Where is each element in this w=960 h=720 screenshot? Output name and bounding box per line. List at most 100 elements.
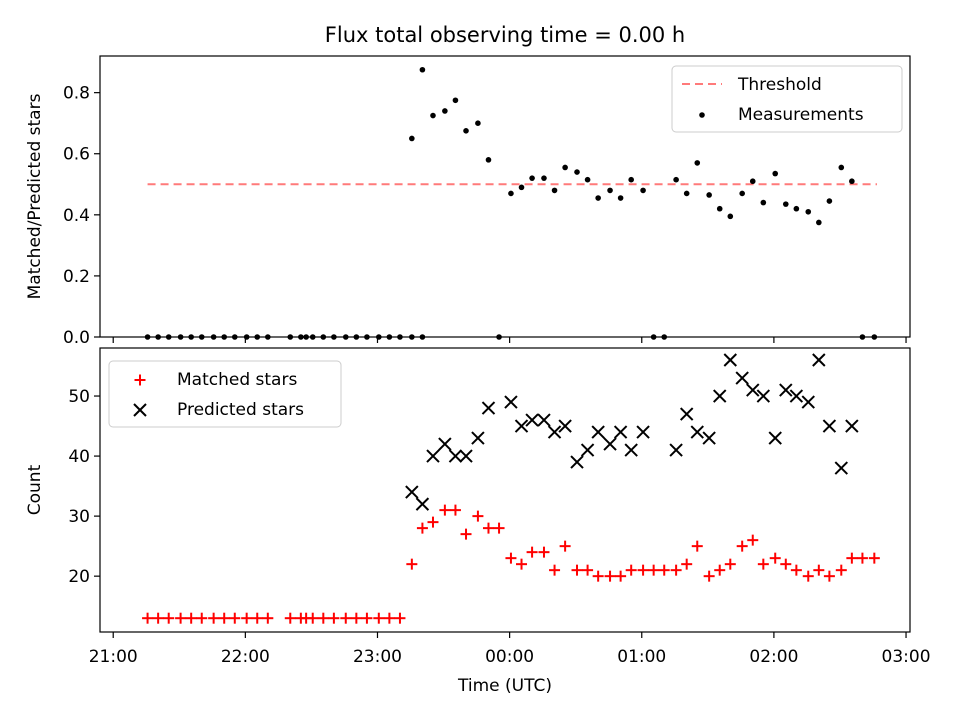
- predicted-point: [415, 497, 430, 511]
- x-stroke-b: [845, 419, 859, 433]
- matched-point: [208, 612, 220, 624]
- y-tick-label: 0.8: [63, 84, 90, 104]
- measurement-point: [485, 157, 492, 163]
- predicted-point: [591, 425, 605, 439]
- x-tick-label: 22:00: [221, 647, 270, 667]
- matched-point: [373, 612, 385, 624]
- x-stroke-b: [471, 431, 485, 445]
- legend-predicted-swatch: [133, 403, 147, 417]
- x-stroke-b: [580, 443, 595, 457]
- measurement-point: [409, 135, 415, 142]
- measurement-point: [772, 170, 779, 177]
- x-stroke-b: [801, 395, 815, 409]
- measurement-point: [331, 334, 337, 340]
- measurement-point: [243, 334, 250, 340]
- predicted-point: [481, 401, 496, 415]
- x-stroke-b: [768, 431, 782, 445]
- x-stroke-b: [133, 403, 147, 417]
- x-stroke-b: [812, 353, 826, 367]
- legend-measurements-swatch: [699, 112, 705, 118]
- matched-point: [350, 612, 362, 624]
- matched-point: [582, 564, 594, 576]
- x-stroke-b: [570, 455, 584, 469]
- measurement-point: [165, 334, 172, 340]
- x-stroke-b: [624, 443, 638, 457]
- matched-point: [802, 570, 814, 582]
- matched-point: [835, 564, 847, 576]
- predicted-point: [768, 431, 782, 445]
- measurement-point: [320, 334, 327, 340]
- predicted-point: [558, 419, 572, 433]
- x-stroke-b: [690, 425, 704, 439]
- legend-threshold-label: Threshold: [737, 75, 822, 95]
- legend-frame: [108, 360, 342, 428]
- matched-point: [604, 570, 616, 582]
- matched-point: [823, 570, 835, 582]
- measurement-point: [838, 164, 845, 171]
- measurement-point: [727, 213, 734, 220]
- measurement-point: [529, 175, 535, 181]
- x-stroke-b: [448, 449, 463, 463]
- predicted-point: [525, 413, 539, 427]
- predicted-point: [603, 437, 617, 451]
- matched-point: [769, 552, 781, 564]
- predicted-point: [459, 449, 473, 463]
- measurement-point: [353, 334, 360, 340]
- measurement-point: [210, 334, 217, 340]
- matched-point: [846, 552, 858, 564]
- measurement-point: [397, 334, 403, 340]
- measurement-point: [409, 334, 415, 340]
- matched-point: [637, 564, 649, 576]
- measurement-point: [303, 334, 309, 340]
- measurement-point: [364, 334, 370, 340]
- measurement-point: [871, 334, 878, 340]
- measurement-point: [640, 187, 646, 194]
- predicted-point: [735, 371, 749, 385]
- plot-frame: [99, 55, 911, 338]
- y-tick-label: 30: [68, 507, 90, 527]
- predicted-point: [756, 389, 771, 403]
- x-tick-label: 02:00: [749, 647, 798, 667]
- matched-point: [747, 534, 759, 546]
- predicted-point: [789, 389, 804, 403]
- measurement-point: [265, 334, 271, 340]
- measurement-point: [706, 192, 712, 198]
- predicted-point: [812, 353, 826, 367]
- measurement-point: [826, 198, 833, 204]
- matched-point: [482, 522, 494, 534]
- measurement-point: [452, 97, 459, 104]
- measurement-point: [749, 178, 756, 185]
- predicted-point: [636, 425, 650, 439]
- legend-bottom: Matched stars Predicted stars: [108, 360, 342, 428]
- x-stroke-b: [789, 389, 804, 403]
- predicted-point: [448, 449, 463, 463]
- x-stroke-b: [405, 485, 419, 499]
- predicted-point: [504, 395, 518, 409]
- predicted-point: [723, 353, 738, 367]
- x-stroke-b: [779, 383, 793, 397]
- legend-measurements-label: Measurements: [738, 105, 864, 125]
- predicted-point: [547, 425, 562, 439]
- matched-point: [229, 612, 241, 624]
- x-stroke-b: [702, 431, 716, 445]
- matched-point: [328, 612, 340, 624]
- measurement-point: [376, 334, 382, 340]
- matched-point: [625, 564, 637, 576]
- measurement-point: [419, 66, 426, 73]
- matched-point: [185, 612, 197, 624]
- measurement-point: [849, 178, 855, 185]
- predicted-point: [702, 431, 716, 445]
- predicted-point: [624, 443, 638, 457]
- matched-point: [406, 558, 418, 570]
- x-stroke-b: [735, 371, 749, 385]
- matched-point: [251, 612, 263, 624]
- measurement-point: [419, 334, 426, 340]
- y-tick-label: 20: [68, 567, 90, 587]
- matched-point: [241, 612, 253, 624]
- x-axis-label: Time (UTC): [457, 676, 552, 696]
- measurement-point: [518, 184, 525, 191]
- legend-top: Threshold Measurements: [671, 65, 903, 133]
- matched-point: [658, 564, 670, 576]
- matched-point: [691, 540, 703, 552]
- matched-point: [340, 612, 352, 624]
